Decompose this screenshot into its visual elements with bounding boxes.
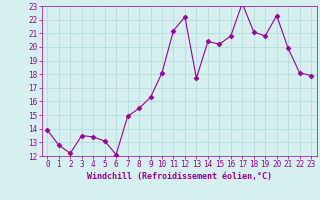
X-axis label: Windchill (Refroidissement éolien,°C): Windchill (Refroidissement éolien,°C) — [87, 172, 272, 181]
